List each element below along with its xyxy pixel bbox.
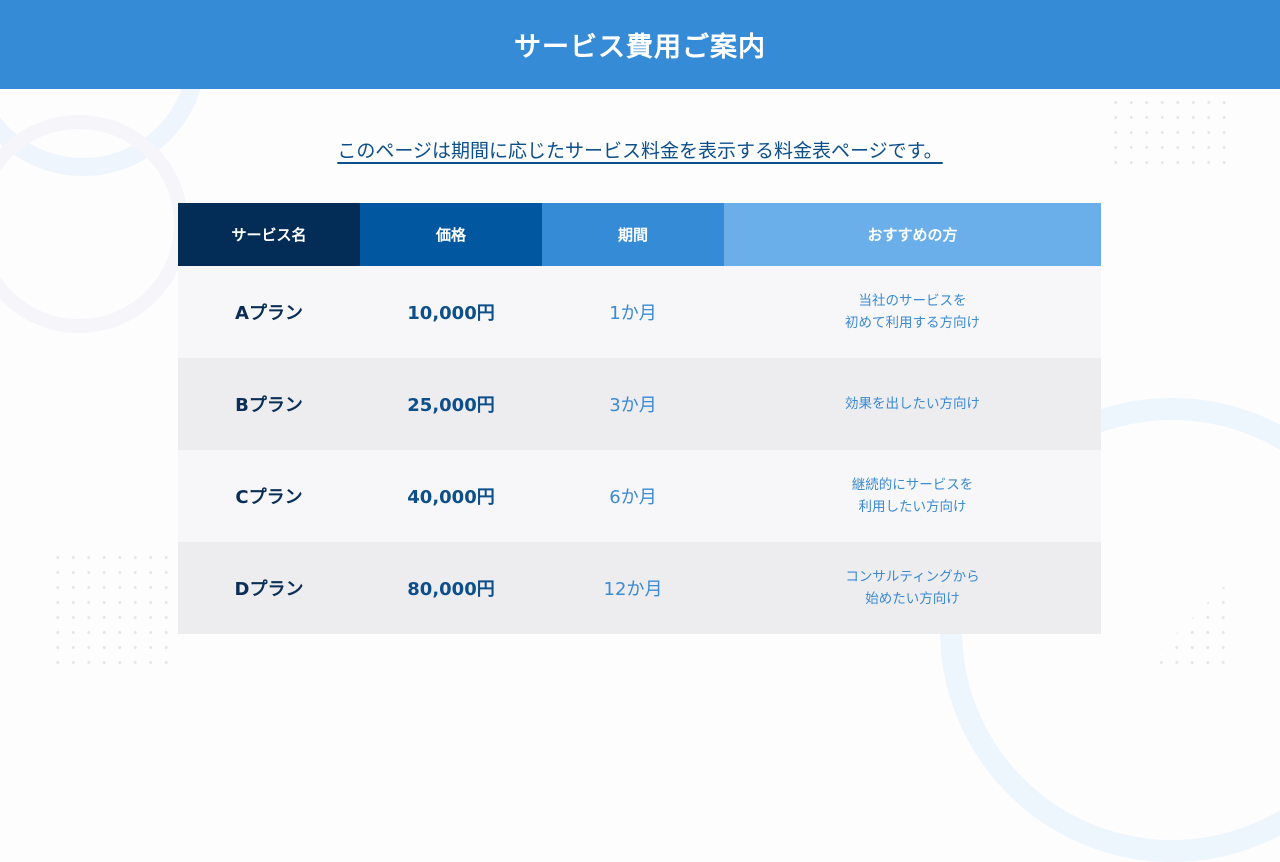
plan-recommended-for: 継続的にサービスを 利用したい方向け xyxy=(724,450,1101,542)
recommended-line: コンサルティングから xyxy=(845,569,980,585)
table-row: Cプラン 40,000円 6か月 継続的にサービスを 利用したい方向け xyxy=(178,450,1101,542)
recommended-line: 始めたい方向け xyxy=(865,591,960,607)
table-row: Bプラン 25,000円 3か月 効果を出したい方向け xyxy=(178,358,1101,450)
table-row: Aプラン 10,000円 1か月 当社のサービスを 初めて利用する方向け xyxy=(178,266,1101,358)
column-header-period: 期間 xyxy=(542,203,724,266)
page-description-link[interactable]: このページは期間に応じたサービス料金を表示する料金表ページです。 xyxy=(337,140,943,162)
column-header-recommended-for: おすすめの方 xyxy=(724,203,1101,266)
plan-name: Aプラン xyxy=(178,266,360,358)
plan-recommended-for: コンサルティングから 始めたい方向け xyxy=(724,542,1101,634)
decorative-dot-grid xyxy=(50,550,174,670)
plan-price: 25,000円 xyxy=(360,358,542,450)
plan-period: 1か月 xyxy=(542,266,724,358)
plan-name: Cプラン xyxy=(178,450,360,542)
recommended-line: 当社のサービスを xyxy=(858,293,967,309)
decorative-dot-grid xyxy=(1138,580,1230,672)
column-header-price: 価格 xyxy=(360,203,542,266)
header-bar: サービス費用ご案内 xyxy=(0,0,1280,89)
recommended-line: 初めて利用する方向け xyxy=(845,315,980,331)
pricing-table: サービス名 価格 期間 おすすめの方 Aプラン 10,000円 1か月 当社のサ… xyxy=(178,203,1101,634)
plan-name: Dプラン xyxy=(178,542,360,634)
plan-price: 80,000円 xyxy=(360,542,542,634)
table-row: Dプラン 80,000円 12か月 コンサルティングから 始めたい方向け xyxy=(178,542,1101,634)
plan-price: 40,000円 xyxy=(360,450,542,542)
recommended-line: 効果を出したい方向け xyxy=(845,396,980,412)
plan-period: 12か月 xyxy=(542,542,724,634)
recommended-line: 継続的にサービスを xyxy=(851,477,974,493)
plan-recommended-for: 当社のサービスを 初めて利用する方向け xyxy=(724,266,1101,358)
page-title: サービス費用ご案内 xyxy=(514,32,766,63)
recommended-line: 利用したい方向け xyxy=(858,499,967,515)
plan-recommended-for: 効果を出したい方向け xyxy=(724,358,1101,450)
plan-period: 6か月 xyxy=(542,450,724,542)
column-header-service-name: サービス名 xyxy=(178,203,360,266)
plan-price: 10,000円 xyxy=(360,266,542,358)
plan-name: Bプラン xyxy=(178,358,360,450)
plan-period: 3か月 xyxy=(542,358,724,450)
table-header-row: サービス名 価格 期間 おすすめの方 xyxy=(178,203,1101,266)
page-description: このページは期間に応じたサービス料金を表示する料金表ページです。 xyxy=(0,136,1280,163)
